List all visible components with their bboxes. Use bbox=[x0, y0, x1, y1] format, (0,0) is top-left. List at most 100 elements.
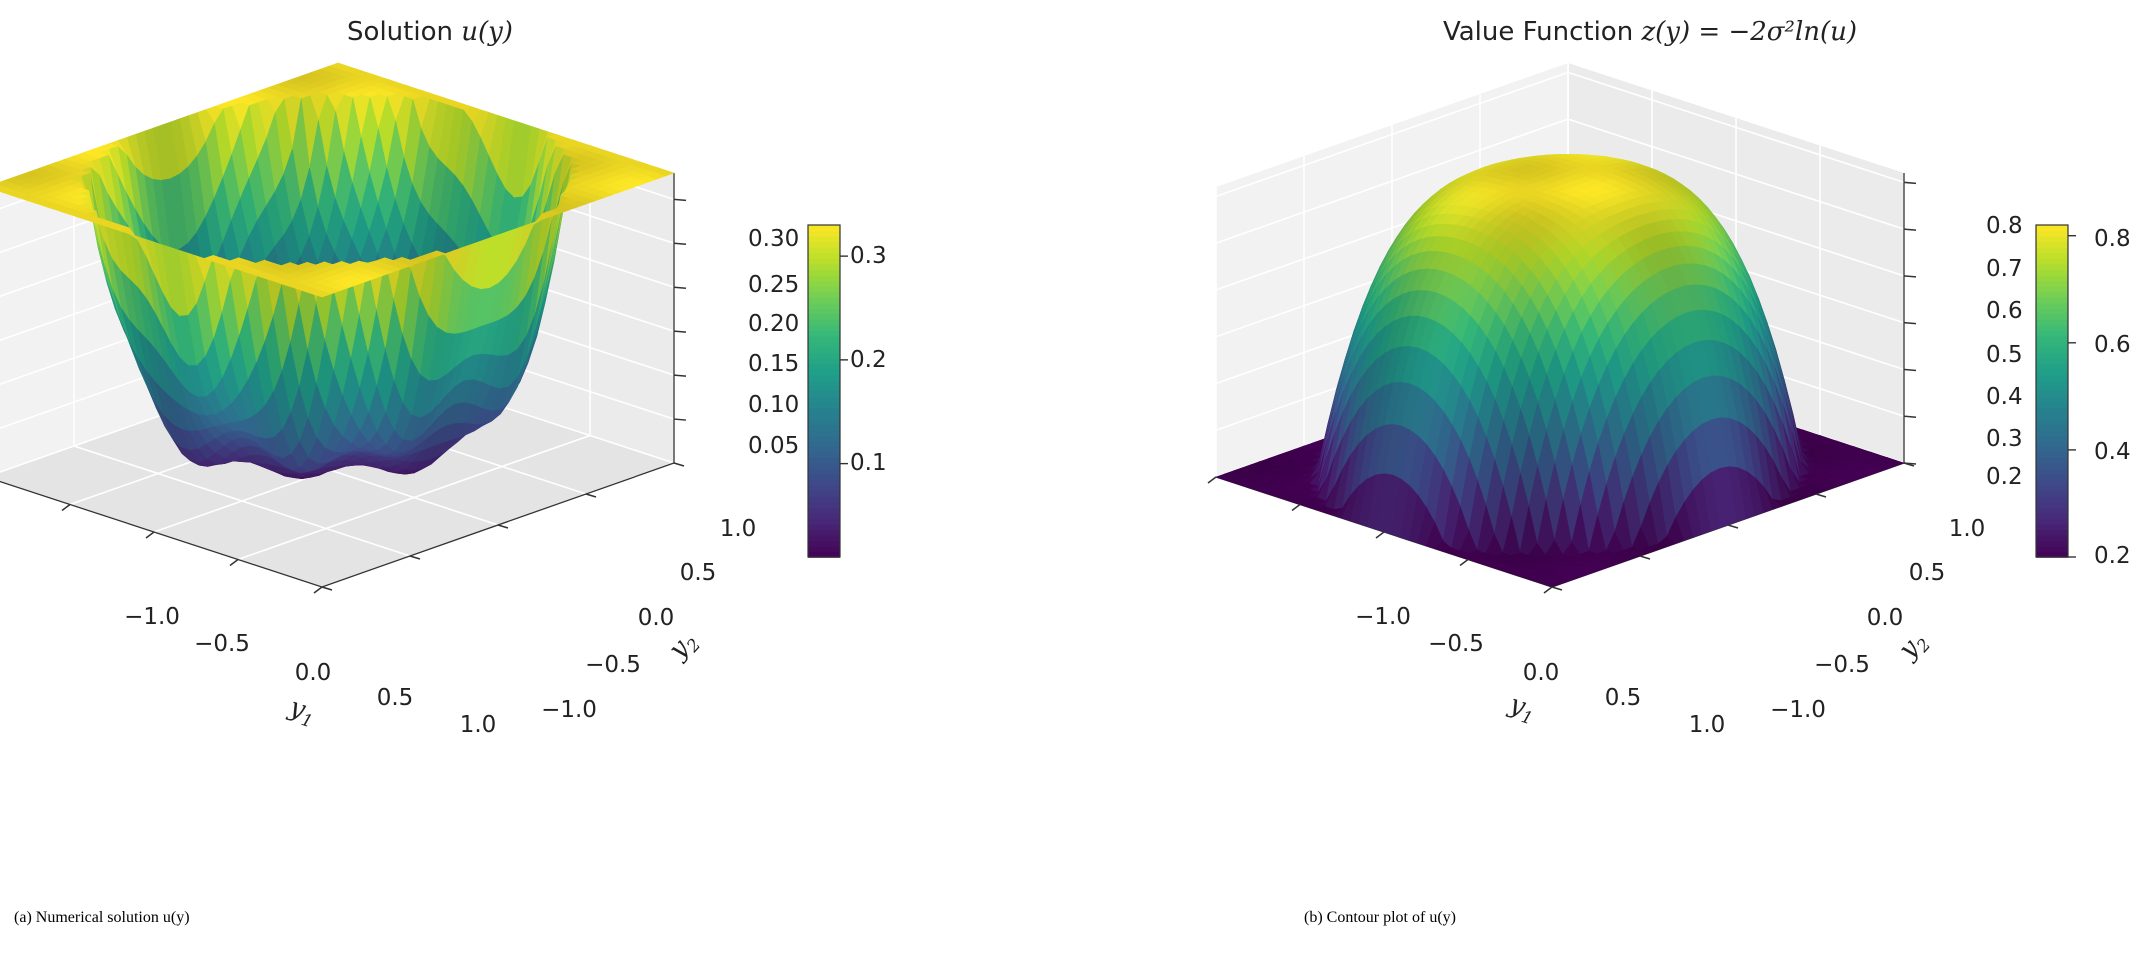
colorbar-swatch bbox=[2036, 479, 2068, 486]
x-tick-label: 0.0 bbox=[1523, 660, 1560, 686]
y-grid-line bbox=[73, 156, 411, 557]
y-tick-label: −0.5 bbox=[585, 652, 641, 678]
y-tick-label: 0.5 bbox=[680, 560, 717, 586]
colorbar-swatch bbox=[808, 529, 840, 536]
colorbar-tick-label: 0.1 bbox=[850, 450, 887, 476]
panel-b-x-axis-label: y1 bbox=[1504, 689, 1540, 730]
panel-a-z-ticks: 0.05 0.10 0.15 0.20 0.25 0.30 bbox=[748, 226, 799, 459]
colorbar-swatch bbox=[808, 247, 840, 254]
z-tick-mark bbox=[1903, 181, 1917, 185]
floor-pane bbox=[0, 353, 674, 587]
x-tick-label: 1.0 bbox=[460, 712, 497, 738]
colorbar-swatch bbox=[2036, 396, 2068, 403]
z-tick-mark bbox=[1903, 228, 1917, 231]
colorbar-swatch bbox=[808, 451, 840, 459]
colorbar-swatch bbox=[2036, 263, 2068, 270]
colorbar-swatch bbox=[808, 512, 840, 519]
panel-b-z-ticks: 0.2 0.3 0.4 0.5 0.6 0.7 0.8 bbox=[1986, 213, 2023, 490]
colorbar-swatch bbox=[808, 457, 840, 464]
colorbar-swatch bbox=[2036, 241, 2068, 248]
x-tick-mark bbox=[1207, 476, 1217, 484]
colorbar-swatch bbox=[2036, 346, 2068, 353]
colorbar-swatch bbox=[2036, 308, 2068, 315]
y-tick-label: −1.0 bbox=[541, 697, 597, 723]
z-tick-mark bbox=[673, 418, 687, 421]
colorbar-swatch bbox=[808, 341, 840, 348]
panel-a-x-ticks: −1.0 −0.5 0.0 0.5 1.0 bbox=[124, 604, 496, 738]
y-tick-label: −1.0 bbox=[1770, 697, 1826, 723]
colorbar-swatch bbox=[2036, 518, 2068, 525]
x-tick-mark bbox=[229, 558, 239, 567]
z-tick-label: 0.10 bbox=[748, 392, 799, 418]
colorbar-swatch bbox=[2036, 385, 2068, 392]
y-tick-mark bbox=[673, 462, 685, 467]
colorbar-swatch bbox=[2036, 230, 2068, 237]
colorbar-swatch bbox=[2036, 225, 2068, 232]
colorbar-swatch bbox=[808, 319, 840, 326]
colorbar-swatch bbox=[808, 263, 840, 270]
colorbar-swatch bbox=[2036, 501, 2068, 508]
z-tick-label: 0.3 bbox=[1986, 426, 2023, 452]
colorbar-swatch bbox=[2036, 523, 2068, 531]
colorbar-swatch bbox=[808, 474, 840, 481]
colorbar-swatch bbox=[2036, 302, 2068, 309]
x-tick-label: −1.0 bbox=[124, 604, 180, 630]
z-tick-label: 0.25 bbox=[748, 272, 799, 298]
colorbar-swatch bbox=[808, 440, 840, 448]
colorbar-swatch bbox=[808, 462, 840, 470]
colorbar-swatch bbox=[2036, 324, 2068, 331]
colorbar-swatch bbox=[808, 225, 840, 232]
colorbar-swatch bbox=[808, 507, 840, 514]
y-tick-mark bbox=[585, 493, 597, 498]
z-tick-mark bbox=[1903, 321, 1917, 325]
colorbar-swatch bbox=[808, 269, 840, 276]
x-tick-mark bbox=[61, 503, 71, 512]
colorbar-swatch bbox=[2036, 418, 2068, 425]
colorbar-swatch bbox=[808, 551, 840, 558]
colorbar-swatch bbox=[2036, 457, 2068, 464]
colorbar-swatch bbox=[808, 402, 840, 409]
colorbar-swatch bbox=[2036, 551, 2068, 558]
colorbar-swatch bbox=[808, 368, 840, 376]
colorbar-swatch bbox=[2036, 485, 2068, 492]
colorbar-swatch bbox=[808, 346, 840, 353]
z-grid-line bbox=[1215, 118, 1905, 244]
panel-b-x-ticks: −1.0 −0.5 0.0 0.5 1.0 bbox=[1355, 604, 1725, 738]
colorbar-swatch bbox=[2036, 512, 2068, 519]
colorbar-swatch bbox=[2036, 496, 2068, 503]
colorbar-swatch bbox=[808, 296, 840, 304]
panel-a-axis-ticks bbox=[61, 198, 687, 594]
colorbar-swatch bbox=[2036, 440, 2068, 448]
x-tick-mark bbox=[1291, 503, 1301, 512]
x-tick-label: −0.5 bbox=[194, 631, 250, 657]
x-tick-label: 0.0 bbox=[295, 660, 332, 686]
colorbar-swatch bbox=[2036, 363, 2068, 370]
panel-a-surface bbox=[0, 62, 675, 480]
z-tick-mark bbox=[1903, 368, 1917, 372]
y-tick-mark bbox=[1639, 555, 1651, 560]
y-tick-mark bbox=[1551, 586, 1563, 591]
colorbar-swatch bbox=[808, 407, 840, 414]
colorbar-swatch bbox=[808, 435, 840, 442]
colorbar-swatch bbox=[808, 540, 840, 547]
x-tick-label: 1.0 bbox=[1689, 712, 1726, 738]
colorbar-swatch bbox=[808, 324, 840, 331]
colorbar-swatch bbox=[808, 308, 840, 315]
colorbar-swatch bbox=[808, 501, 840, 508]
x-tick-mark bbox=[313, 586, 323, 594]
colorbar-frame bbox=[807, 224, 841, 558]
colorbar-swatch bbox=[808, 418, 840, 425]
colorbar-swatch bbox=[808, 545, 840, 553]
colorbar-swatch bbox=[2036, 280, 2068, 287]
colorbar-swatch bbox=[808, 285, 840, 293]
colorbar-swatch bbox=[2036, 402, 2068, 409]
colorbar-swatch bbox=[808, 252, 840, 259]
colorbar-swatch bbox=[2036, 529, 2068, 536]
colorbar-swatch bbox=[2036, 357, 2068, 365]
colorbar-swatch bbox=[2036, 379, 2068, 387]
y-tick-label: 1.0 bbox=[720, 516, 757, 542]
panel-a-y-axis-label: y2 bbox=[662, 626, 705, 668]
colorbar-swatch bbox=[2036, 274, 2068, 282]
panel-a-colorbar-ticks: 0.1 0.2 0.3 bbox=[850, 243, 887, 476]
